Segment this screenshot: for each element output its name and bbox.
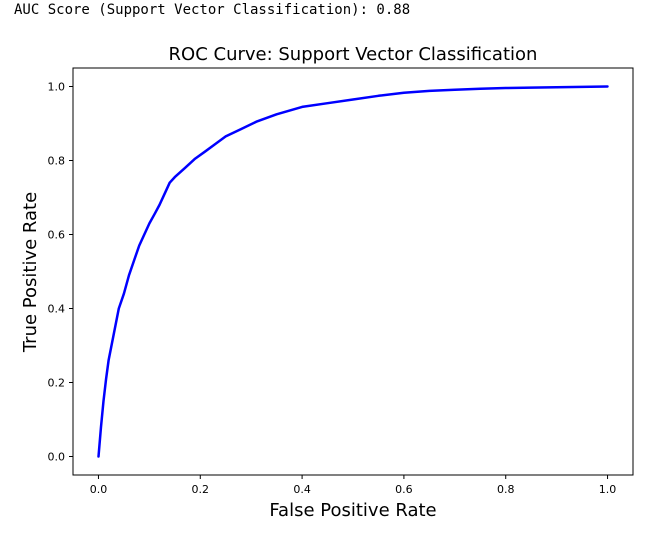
auc-score-output: AUC Score (Support Vector Classification… — [14, 2, 411, 18]
y-tick-label: 0.4 — [48, 303, 66, 316]
x-tick-label: 0.2 — [192, 483, 210, 496]
y-tick-label: 0.6 — [48, 229, 66, 242]
x-axis-ticks: 0.0 0.2 0.4 0.6 0.8 1.0 — [90, 475, 617, 496]
plot-frame — [72, 67, 634, 476]
y-axis-ticks: 0.0 0.2 0.4 0.6 0.8 1.0 — [48, 81, 73, 464]
y-tick-label: 0.8 — [48, 155, 66, 168]
x-axis-label: False Positive Rate — [269, 500, 436, 521]
y-tick-label: 1.0 — [48, 81, 66, 94]
x-tick-label: 0.8 — [497, 483, 515, 496]
x-tick-label: 0.6 — [395, 483, 413, 496]
chart-title: ROC Curve: Support Vector Classification — [169, 44, 538, 65]
series-layer — [97, 85, 609, 458]
y-tick-label: 0.2 — [48, 377, 66, 390]
x-tick-label: 0.0 — [90, 483, 108, 496]
roc-curve-line — [97, 85, 609, 458]
y-axis-label: True Positive Rate — [20, 192, 41, 353]
x-tick-label: 1.0 — [599, 483, 617, 496]
x-tick-label: 0.4 — [293, 483, 311, 496]
y-tick-label: 0.0 — [48, 451, 66, 464]
